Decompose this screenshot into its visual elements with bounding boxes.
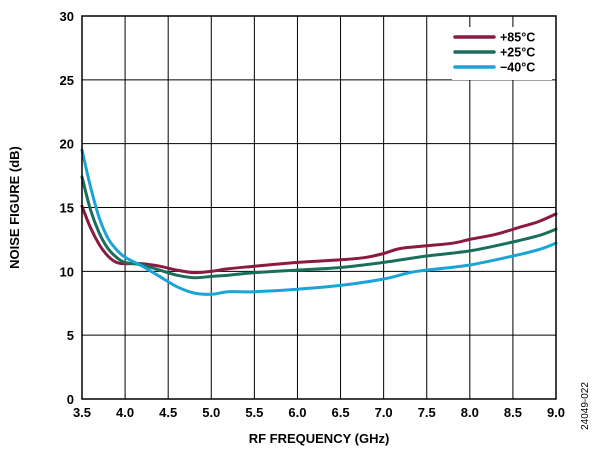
y-tick-label: 5 [67,328,74,343]
series-line-1 [80,175,558,280]
series-lines [80,148,558,296]
y-tick-label: 0 [67,392,74,407]
y-tick-label: 10 [60,264,74,279]
x-tick-label: 9.0 [547,405,565,420]
plot-frame [81,15,557,400]
x-tick-label: 8.5 [504,405,522,420]
legend-entry-label: −40°C [500,61,535,75]
x-tick-label: 6.5 [332,405,350,420]
y-tick-label: 20 [60,137,74,152]
x-tick-label: 5.0 [202,405,220,420]
x-tick-label: 4.5 [159,405,177,420]
x-axis-label: RF FREQUENCY (GHz) [249,431,390,446]
y-tick-label: 25 [60,73,74,88]
series-line-0 [80,204,558,275]
y-axis-label: NOISE FIGURE (dB) [7,146,22,269]
x-tick-label: 3.5 [73,405,91,420]
y-tick-label: 15 [60,201,74,216]
legend: +85°C+25°C−40°C [452,27,552,80]
x-tick-labels: 3.5 4.0 4.5 5.0 5.5 6.0 6.5 7.0 7.5 8.0 8.5 9.0 [73,405,565,420]
x-tick-label: 4.0 [116,405,134,420]
x-tick-label: 5.5 [245,405,263,420]
x-tick-label: 6.0 [288,405,306,420]
figure-id: 24049-022 [580,382,591,430]
y-tick-labels: 0 5 10 15 20 25 30 [60,9,74,407]
x-tick-label: 7.5 [418,405,436,420]
y-tick-label: 30 [60,9,74,24]
legend-entry-label: +25°C [500,46,535,60]
legend-entry-label: +85°C [500,31,535,45]
x-tick-label: 7.0 [375,405,393,420]
series-line-2 [80,148,558,296]
x-tick-label: 8.0 [461,405,479,420]
